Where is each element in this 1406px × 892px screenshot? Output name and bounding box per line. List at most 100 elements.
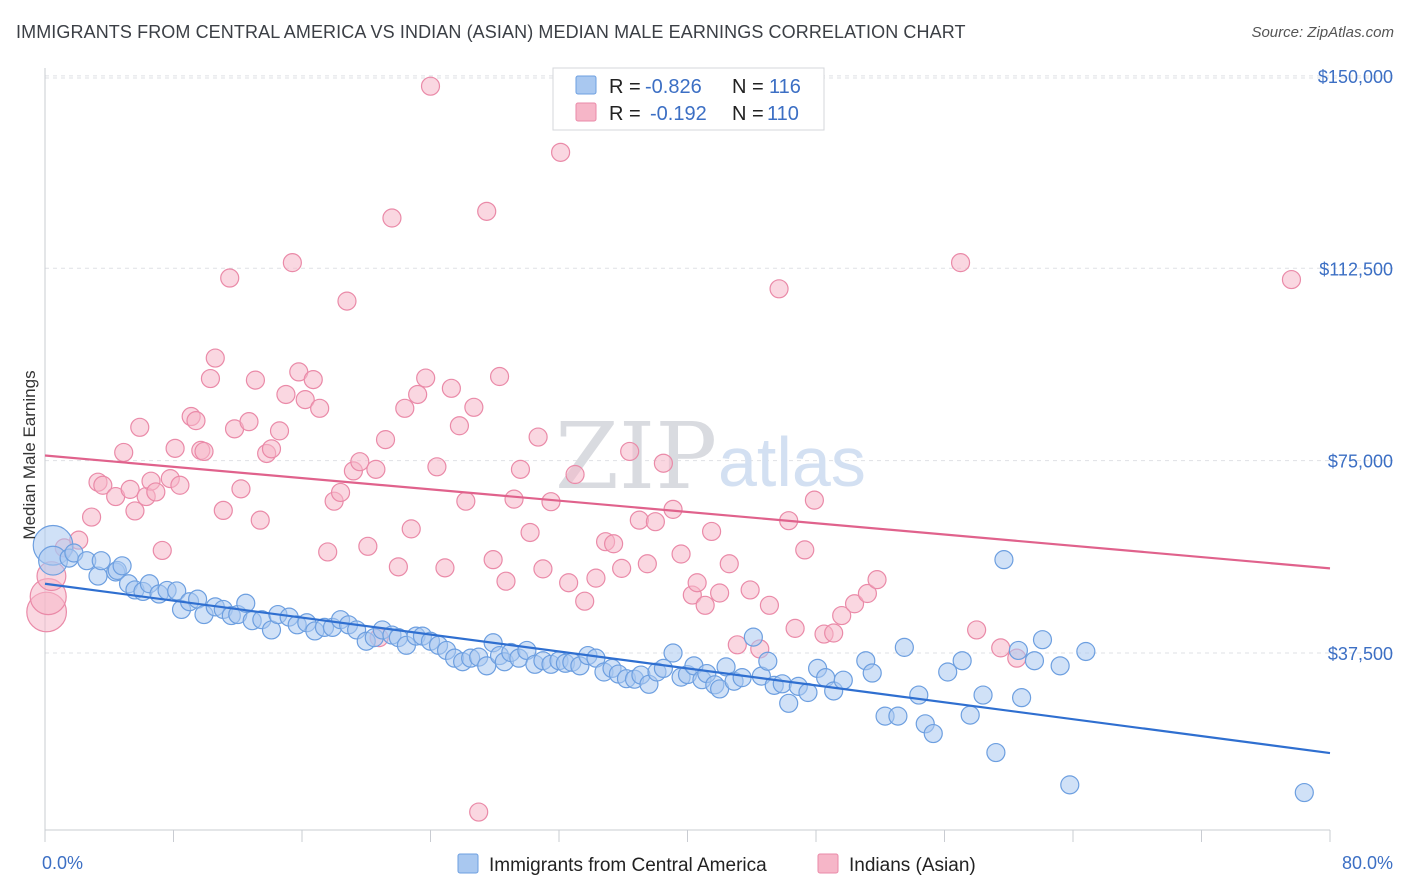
indians-asian-point: [510, 459, 531, 479]
indians-asian-point: [120, 479, 140, 499]
indians-asian-point: [541, 492, 561, 512]
indians-asian-point: [967, 620, 987, 640]
indians-asian-point: [528, 427, 548, 447]
indians-asian-point: [551, 142, 571, 162]
indians-asian-point: [950, 253, 971, 273]
central-america-point: [1024, 651, 1045, 671]
indians-asian-point: [295, 390, 315, 410]
indians-asian-point: [261, 439, 282, 459]
indians-asian-point: [740, 580, 760, 600]
indians-asian-point: [867, 570, 887, 590]
y-tick-label: $150,000: [1318, 67, 1393, 87]
central-america-point: [1294, 782, 1314, 803]
central-america-point: [986, 742, 1006, 763]
indians-asian-point: [456, 491, 476, 511]
indians-asian-point: [81, 507, 102, 527]
indians-asian-point: [695, 595, 715, 615]
indians-asian-point: [586, 568, 606, 588]
y-tick-labels: $37,500 $75,000 $112,500 $150,000: [1318, 67, 1393, 664]
indians-asian-point: [170, 475, 190, 495]
central-america-points: [32, 524, 1314, 803]
y-tick-label: $112,500: [1319, 259, 1393, 279]
indians-asian-point: [130, 417, 150, 437]
indians-asian-point: [146, 482, 166, 502]
indians-asian-point: [366, 459, 386, 479]
legend-r-label-blue: R =: [609, 76, 641, 98]
legend-r-value-blue: -0.826: [645, 76, 702, 98]
indians-asian-point: [559, 573, 579, 593]
indians-asian-point: [857, 583, 878, 604]
indians-asian-point: [416, 368, 436, 388]
x-tick-label-min: 0.0%: [42, 853, 83, 873]
bottom-legend-label-blue: Immigrants from Central America: [489, 855, 767, 876]
indians-asian-point: [701, 521, 722, 542]
indians-asian-point: [759, 595, 780, 615]
indians-asian-point: [533, 559, 553, 579]
indians-asian-point: [464, 397, 484, 417]
y-axis-title: Median Male Earnings: [20, 370, 39, 539]
bottom-legend-swatch-blue: [457, 853, 479, 874]
central-america-point: [994, 550, 1014, 570]
indians-asian-point: [435, 558, 455, 578]
indians-asian-point: [449, 416, 470, 436]
indians-asian-point: [496, 571, 516, 591]
indians-asian-point: [276, 384, 296, 405]
indians-asian-point: [152, 540, 172, 561]
legend-r-label-pink: R =: [609, 103, 641, 125]
central-america-point: [732, 668, 752, 688]
central-america-point: [112, 556, 132, 576]
indians-asian-point: [245, 370, 266, 390]
central-america-point: [663, 643, 683, 663]
indians-asian-point: [804, 490, 824, 510]
indians-asian-point: [504, 489, 524, 509]
central-america-point: [1011, 688, 1032, 708]
indians-asian-point: [1281, 269, 1302, 290]
central-america-point: [960, 705, 980, 725]
indians-asian-point: [231, 479, 251, 499]
indians-asian-point: [671, 544, 691, 564]
central-america-point: [938, 662, 958, 682]
indians-asian-point: [350, 452, 370, 472]
central-america-point: [833, 670, 853, 690]
indians-asian-point: [186, 411, 206, 431]
indians-asian-point: [612, 558, 632, 578]
indians-asian-point: [114, 442, 134, 463]
x-ticks: [44, 830, 1331, 842]
bottom-legend: Immigrants from Central America Indians …: [457, 853, 976, 876]
central-america-point: [1008, 640, 1028, 661]
stats-legend: R = -0.826 N = 116 R = -0.192 N = 110: [552, 67, 825, 131]
indians-asian-point: [269, 421, 290, 441]
central-america-point: [862, 663, 882, 683]
indians-asian-point: [408, 384, 428, 405]
indians-asian-point: [483, 550, 503, 570]
indians-asian-point: [125, 501, 145, 521]
indians-asian-point: [489, 366, 510, 387]
central-america-point: [1060, 775, 1080, 795]
gridlines: [45, 75, 1393, 654]
central-america-point: [909, 685, 929, 705]
indians-asian-point: [401, 519, 421, 539]
indians-asian-point: [420, 76, 441, 96]
central-america-point: [743, 627, 763, 647]
indians-asian-point: [93, 475, 113, 495]
bottom-legend-label-pink: Indians (Asian): [849, 855, 976, 876]
central-america-point: [888, 706, 908, 726]
legend-n-label-blue: N =: [732, 76, 764, 98]
trendlines: [44, 454, 1331, 755]
stats-legend-box: [552, 67, 825, 131]
chart-title: IMMIGRANTS FROM CENTRAL AMERICA VS INDIA…: [16, 22, 966, 42]
indians-asian-point: [165, 438, 185, 458]
watermark-atlas: atlas: [718, 423, 866, 501]
central-america-point: [91, 551, 111, 571]
indians-asian-point: [719, 554, 739, 574]
indians-asian-point: [358, 536, 378, 556]
bottom-legend-swatch-pink: [817, 853, 839, 874]
indians-asian-point: [520, 522, 540, 543]
central-america-point: [923, 723, 943, 744]
indians-asian-point: [330, 482, 351, 503]
indians-asian-point: [795, 540, 815, 560]
central-america-point: [716, 657, 736, 677]
indians-asian-point: [991, 638, 1011, 658]
indians-asian-point: [250, 510, 270, 530]
